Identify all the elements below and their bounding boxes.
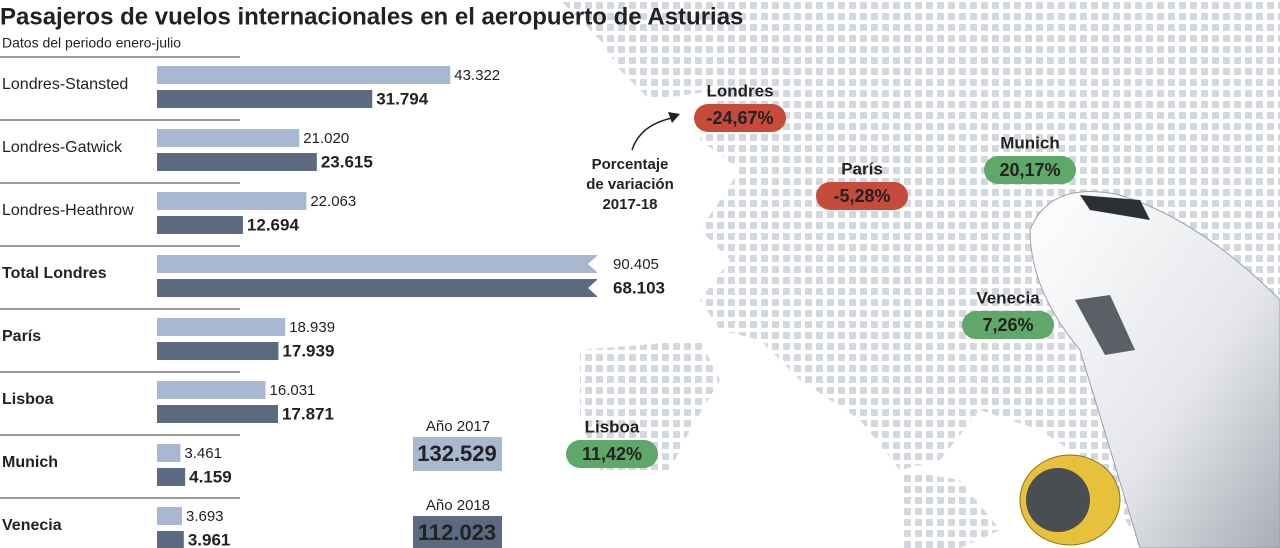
- bar: [157, 381, 266, 399]
- value-label: 43.322: [454, 67, 500, 84]
- bar: [157, 444, 181, 462]
- map-pill: [694, 104, 786, 132]
- category-label: París: [2, 328, 41, 345]
- map-note: Porcentaje: [592, 156, 669, 173]
- map-pill: [566, 440, 658, 468]
- bar: [157, 405, 278, 423]
- category-label: Total Londres: [2, 265, 107, 282]
- map-pill: [816, 182, 908, 210]
- total-label: Año 2018: [426, 497, 490, 514]
- note-arrow: [631, 117, 673, 151]
- value-label: 68.103: [613, 278, 665, 297]
- bar: [157, 342, 279, 360]
- total-box: [413, 437, 502, 471]
- category-label: Londres-Gatwick: [2, 139, 123, 156]
- category-label: Munich: [2, 454, 58, 471]
- map-value: 20,17%: [999, 160, 1060, 180]
- bar: [157, 507, 182, 525]
- chart-title: Pasajeros de vuelos internacionales en e…: [0, 3, 743, 30]
- value-label: 31.794: [376, 89, 429, 108]
- value-label: 90.405: [613, 256, 659, 273]
- bar: [157, 66, 451, 84]
- value-label: 22.063: [310, 193, 356, 210]
- map-city: Londres: [706, 81, 773, 100]
- note-arrowhead: [668, 112, 680, 123]
- map-value: -5,28%: [833, 186, 890, 206]
- bar: [157, 468, 186, 486]
- bar: [157, 255, 597, 273]
- value-label: 3.961: [188, 530, 231, 548]
- bar: [157, 318, 286, 336]
- axis-break: [588, 255, 609, 273]
- value-label: 3.693: [186, 508, 224, 525]
- value-label: 3.461: [184, 445, 222, 462]
- value-label: 16.031: [270, 382, 316, 399]
- map-value: 7,26%: [982, 315, 1033, 335]
- map-value: -24,67%: [706, 108, 773, 128]
- map-pill: [962, 311, 1054, 339]
- airplane: [1019, 191, 1280, 548]
- total-label: Año 2017: [426, 418, 490, 435]
- map-city: Venecia: [976, 288, 1040, 307]
- value-label: 21.020: [303, 130, 349, 147]
- bar: [157, 129, 300, 147]
- value-label: 23.615: [321, 152, 373, 171]
- value-label: 17.939: [282, 341, 334, 360]
- bar: [157, 531, 184, 548]
- category-label: Londres-Heathrow: [2, 202, 134, 219]
- value-label: 18.939: [289, 319, 335, 336]
- bar: [157, 153, 317, 171]
- map-note: de variación: [586, 176, 674, 193]
- map-note: 2017-18: [602, 196, 657, 213]
- chart-subtitle: Datos del periodo enero-julio: [2, 35, 181, 51]
- axis-break: [588, 279, 609, 297]
- category-label: Venecia: [2, 517, 62, 534]
- value-label: 12.694: [247, 215, 300, 234]
- value-label: 4.159: [189, 467, 232, 486]
- bar: [157, 192, 307, 210]
- map-city: París: [841, 159, 883, 178]
- total-box: [413, 516, 502, 548]
- map-city: Lisboa: [585, 417, 640, 436]
- total-value: 112.023: [418, 520, 496, 545]
- bar: [157, 216, 243, 234]
- bar: [157, 90, 373, 108]
- bar: [157, 279, 597, 297]
- map-pill: [984, 156, 1076, 184]
- category-label: Londres-Stansted: [2, 76, 128, 93]
- map-value: 11,42%: [582, 444, 642, 464]
- category-label: Lisboa: [2, 391, 54, 408]
- value-label: 17.871: [282, 404, 334, 423]
- total-value: 132.529: [417, 441, 497, 466]
- map-city: Munich: [1000, 133, 1060, 152]
